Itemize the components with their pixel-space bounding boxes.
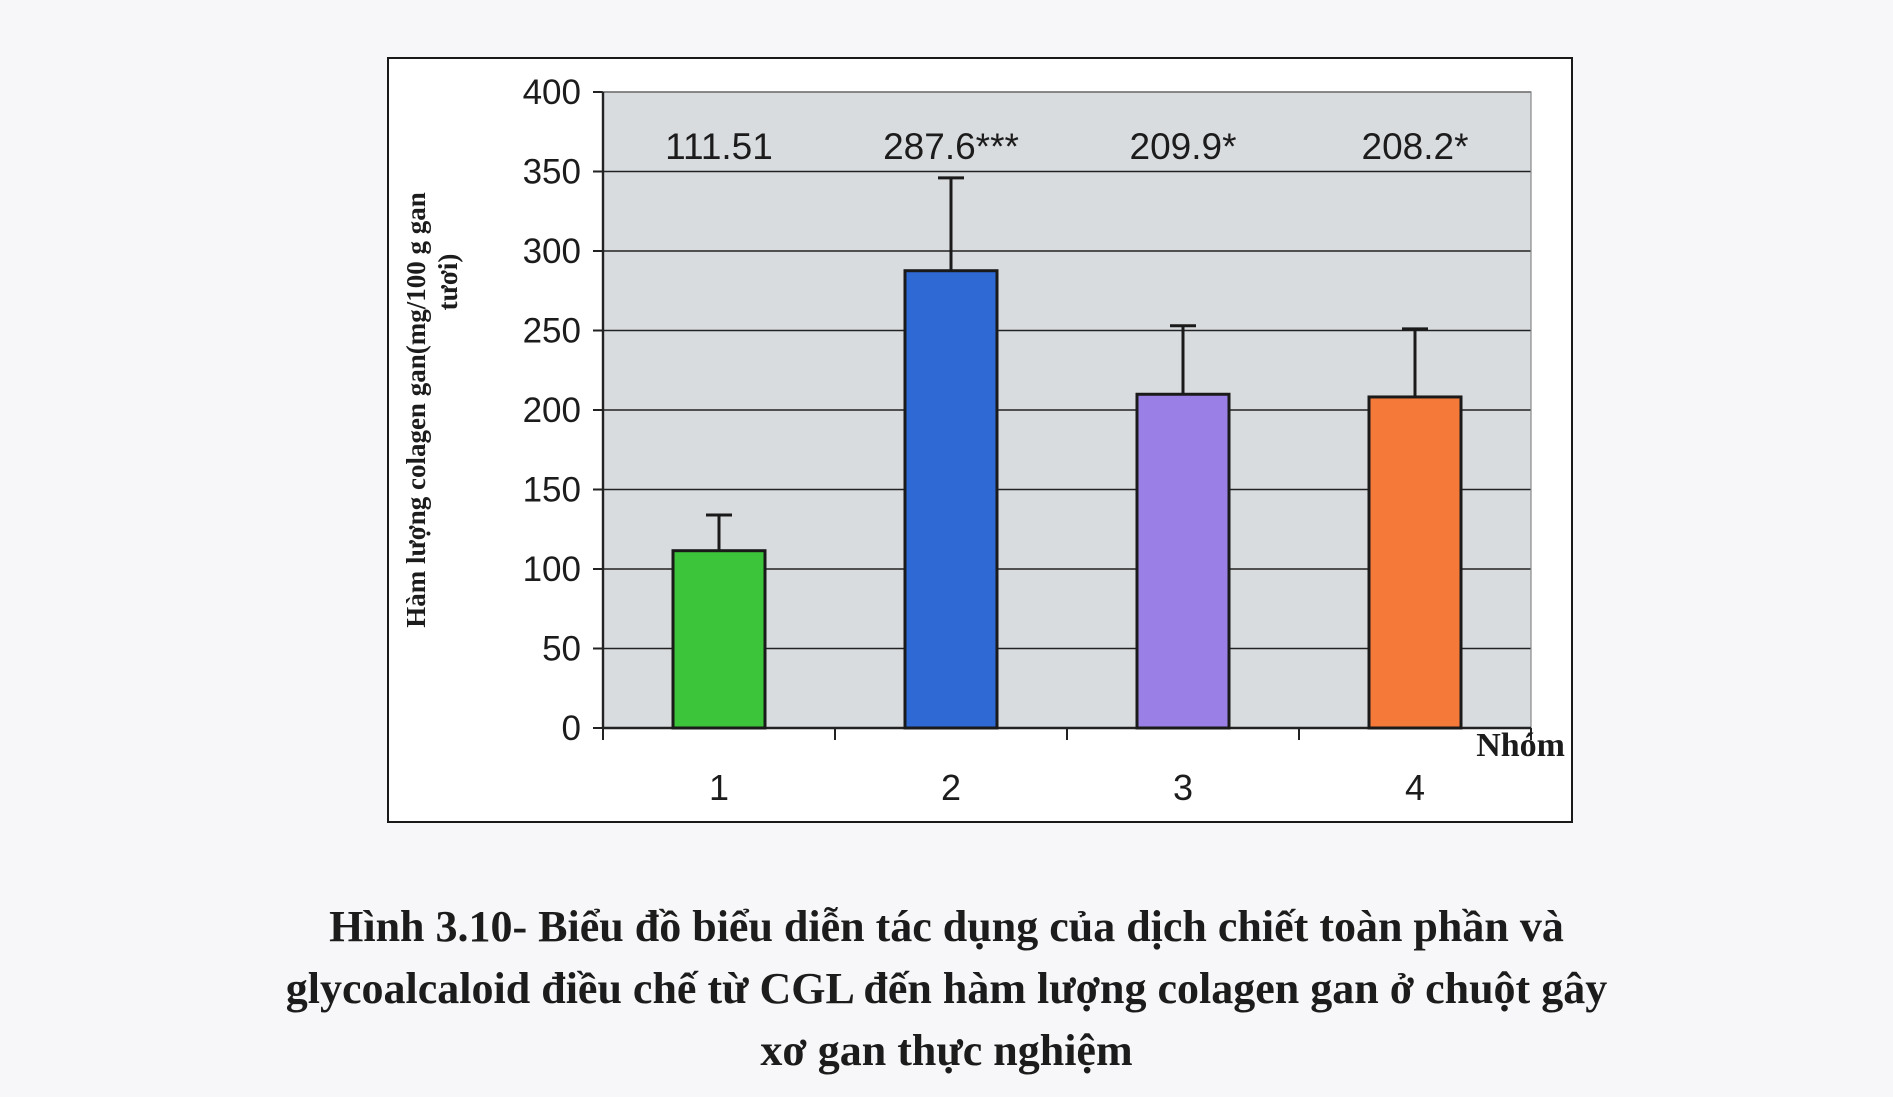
bar-chart: 0 50 100 150 200 250 300 350 400 111.51 1 287.6*** 2…: [401, 73, 1565, 808]
bar-1: [671, 549, 767, 730]
x-axis-title: Nhóm: [1476, 727, 1565, 764]
x-tick-label-2: 2: [941, 767, 961, 808]
y-axis-title-line-2: tươi): [433, 254, 463, 311]
x-tick-label-1: 1: [709, 767, 729, 808]
x-tick-label-4: 4: [1405, 767, 1425, 808]
y-tick-label: 150: [523, 471, 581, 510]
figure-caption: Hình 3.10- Biểu đồ biểu diễn tác dụng củ…: [0, 896, 1893, 1082]
bar-4: [1367, 395, 1463, 730]
y-tick-label: 250: [523, 312, 581, 351]
y-tick-label: 200: [523, 391, 581, 430]
y-tick-label: 0: [562, 709, 581, 748]
bar-3: [1135, 392, 1231, 730]
y-tick-label: 50: [542, 630, 581, 669]
y-axis-title-line-1: Hàm lượng colagen gan(mg/100 g gan: [401, 192, 431, 627]
caption-line-1: Hình 3.10- Biểu đồ biểu diễn tác dụng củ…: [329, 902, 1564, 951]
y-tick-label: 100: [523, 550, 581, 589]
y-tick-label: 400: [523, 73, 581, 112]
y-tick-label: 300: [523, 232, 581, 271]
caption-line-3: xơ gan thực nghiệm: [760, 1026, 1133, 1075]
data-label-2: 287.6***: [883, 126, 1019, 167]
caption-line-2: glycoalcaloid điều chế từ CGL đến hàm lư…: [285, 964, 1608, 1013]
bar-2: [903, 269, 999, 730]
x-tick-label-3: 3: [1173, 767, 1193, 808]
data-label-3: 209.9*: [1130, 126, 1237, 167]
chart-frame: 0 50 100 150 200 250 300 350 400 111.51 1 287.6*** 2…: [387, 57, 1573, 823]
data-label-4: 208.2*: [1362, 126, 1469, 167]
data-label-1: 111.51: [665, 126, 773, 167]
y-tick-label: 350: [523, 153, 581, 192]
